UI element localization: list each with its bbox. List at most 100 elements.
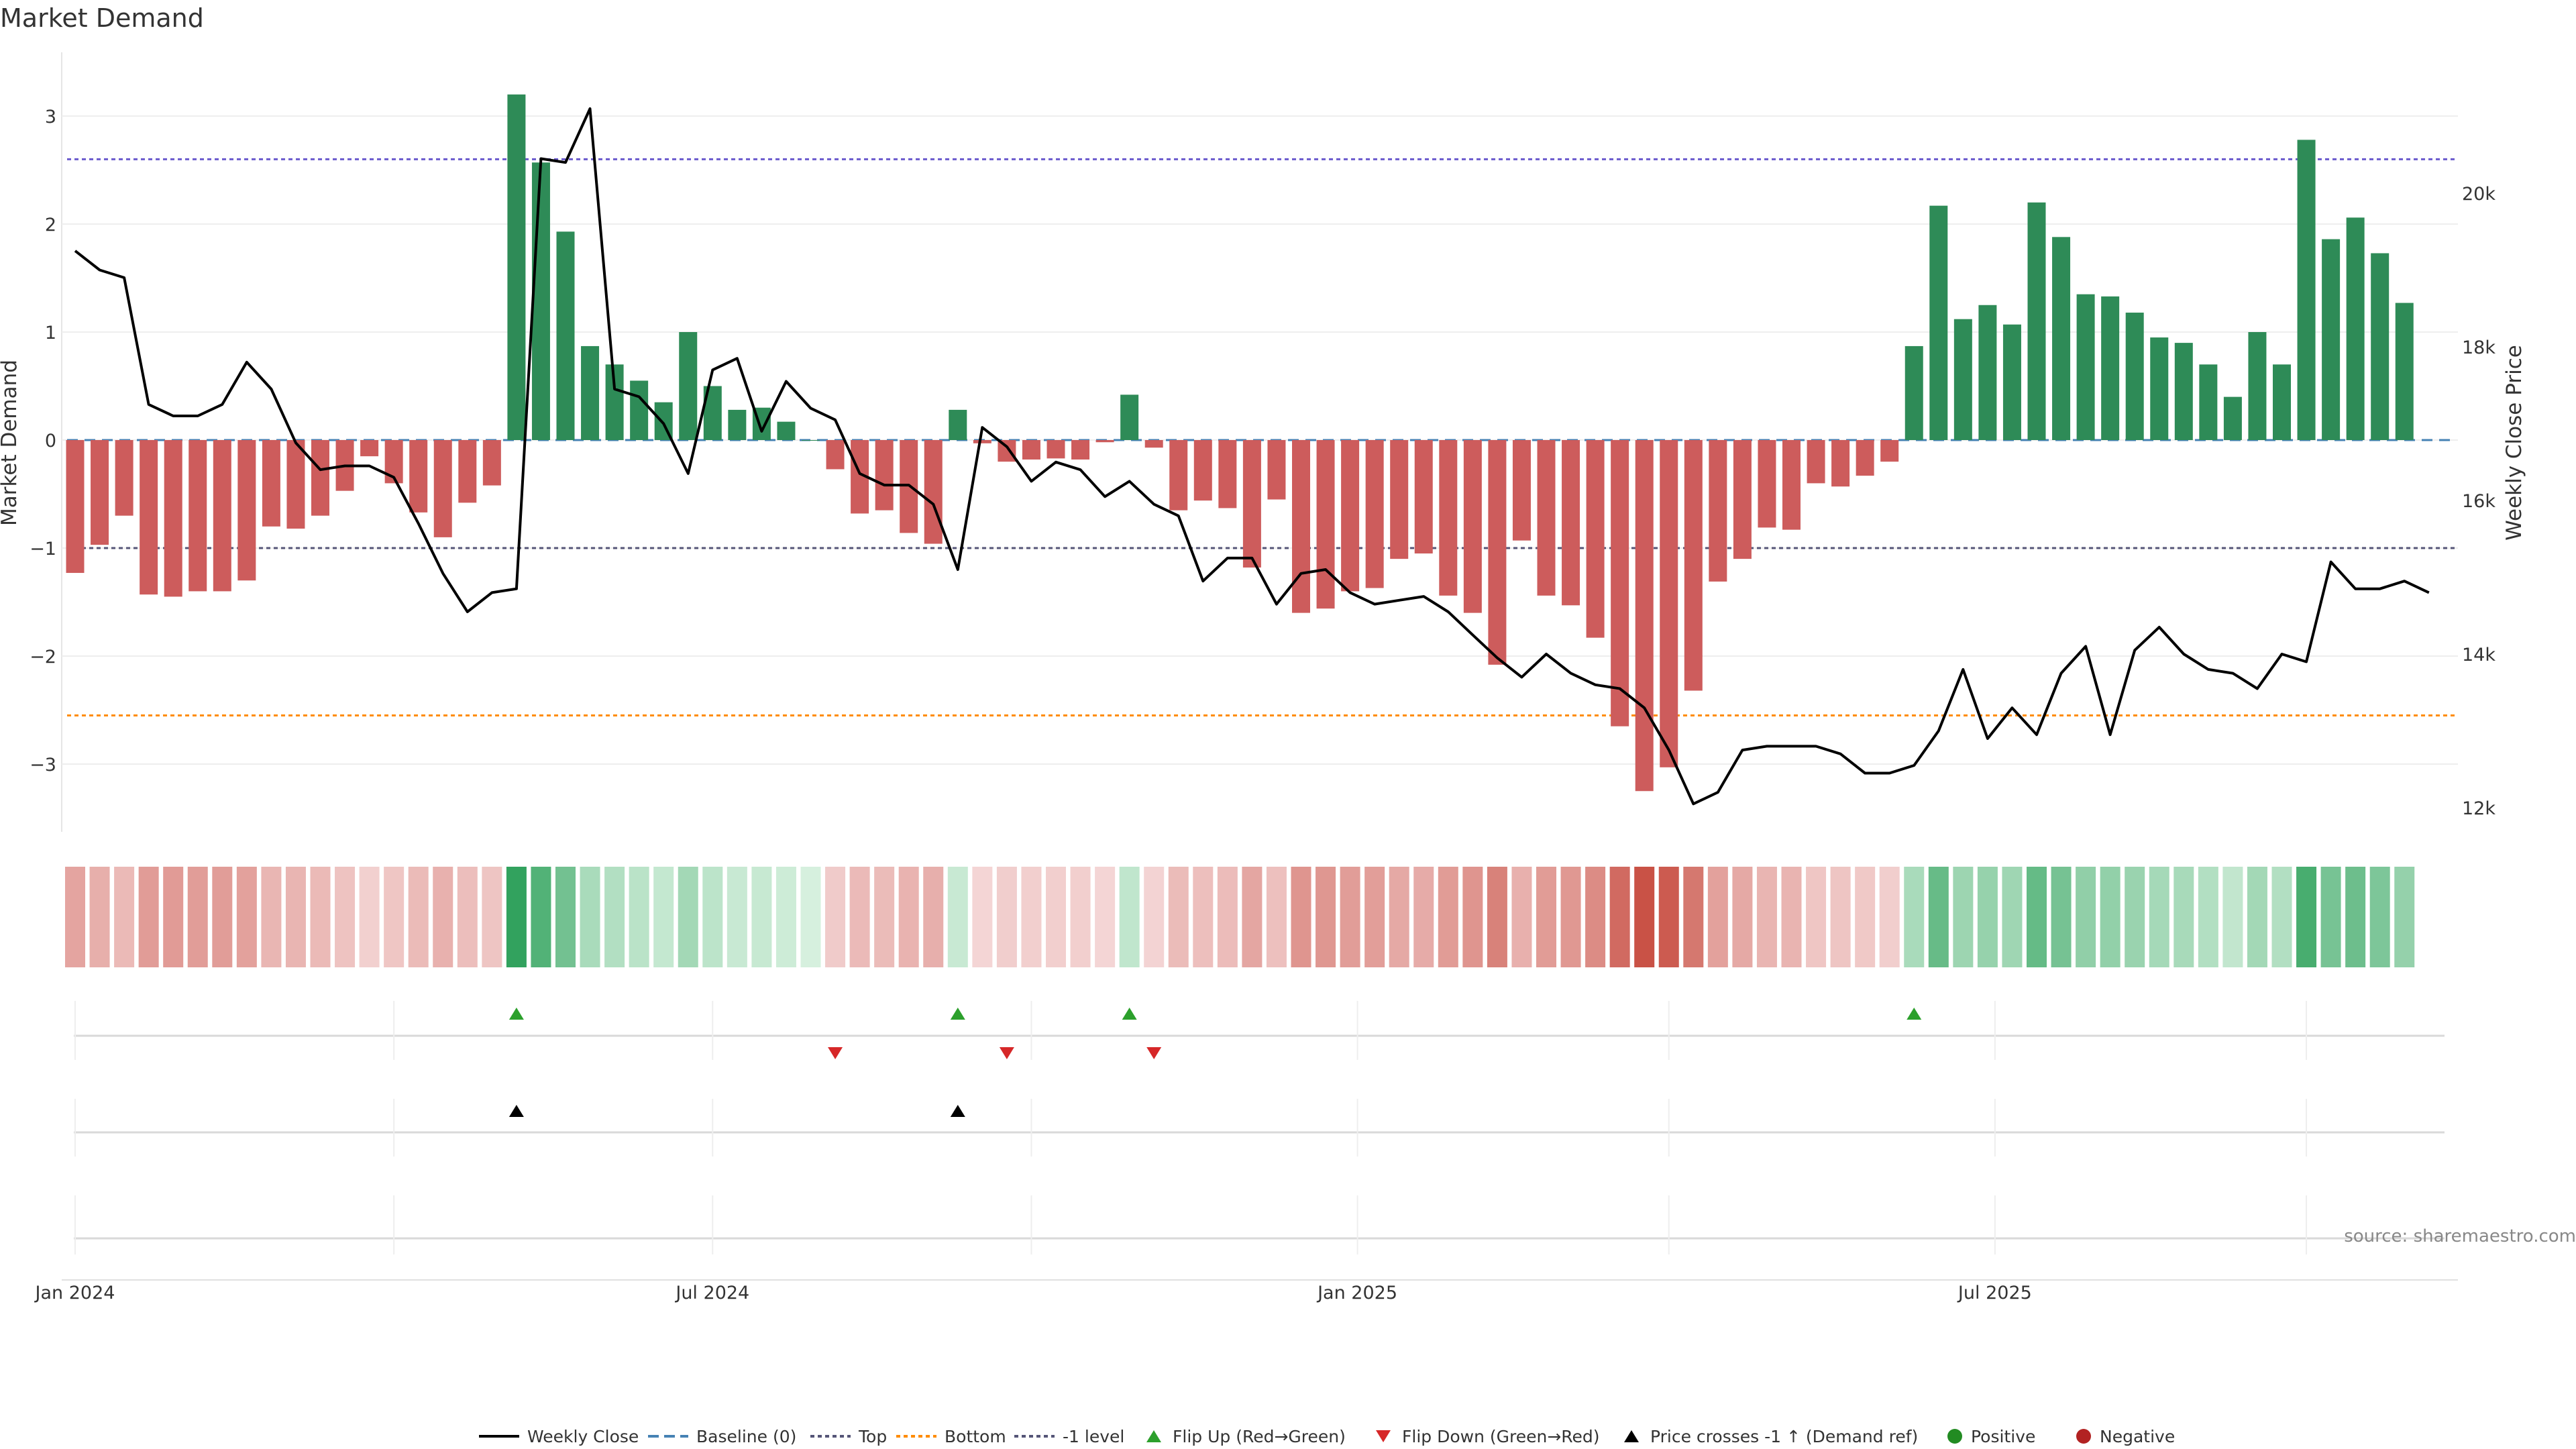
demand-bar	[1193, 440, 1212, 501]
heat-cell	[874, 867, 895, 967]
heat-cell	[1830, 867, 1851, 967]
heat-cell	[1095, 867, 1116, 967]
heat-cell	[1855, 867, 1876, 967]
heat-cell	[702, 867, 723, 967]
heat-cell	[1119, 867, 1140, 967]
demand-bar	[1488, 440, 1507, 665]
demand-bar	[2199, 364, 2218, 440]
heat-cell	[1683, 867, 1704, 967]
heat-cell	[580, 867, 600, 967]
demand-bar	[1365, 440, 1384, 588]
heat-cell	[1021, 867, 1042, 967]
y-tick-label: 2	[45, 215, 56, 235]
heat-cell	[1168, 867, 1189, 967]
heat-cell	[187, 867, 208, 967]
demand-bar	[1242, 440, 1261, 568]
demand-bar	[66, 440, 85, 574]
legend-label: Price crosses -1 ↑ (Demand ref)	[1650, 1427, 1918, 1446]
legend: Weekly Close Baseline (0) Top Bottom -1 leve…	[479, 1427, 2175, 1446]
demand-bar	[409, 440, 428, 513]
heat-cell	[2222, 867, 2243, 967]
demand-bar	[1512, 440, 1531, 541]
demand-bar	[1267, 440, 1286, 500]
demand-bar	[1807, 440, 1825, 484]
heat-cell	[1242, 867, 1263, 967]
demand-bar	[213, 440, 231, 592]
demand-bar	[1316, 440, 1335, 609]
heat-cell	[800, 867, 821, 967]
heat-cell	[2394, 867, 2415, 967]
heat-cell	[1928, 867, 1949, 967]
price-cross-marker	[950, 1105, 965, 1117]
y2-tick-label: 18k	[2462, 337, 2496, 358]
demand-bar	[2395, 303, 2414, 440]
heat-cell	[653, 867, 674, 967]
heat-cell	[1193, 867, 1214, 967]
y-tick-label: 1	[45, 323, 56, 343]
chart-title: Market Demand	[0, 3, 204, 33]
heat-cell	[1707, 867, 1728, 967]
demand-bar	[1684, 440, 1703, 691]
y-tick-label: 0	[45, 431, 56, 451]
demand-bar	[1022, 440, 1040, 460]
empty-panel	[74, 1195, 2445, 1254]
heat-cell	[163, 867, 184, 967]
heat-cell	[2002, 867, 2023, 967]
demand-bar	[826, 440, 845, 470]
flip-up-marker	[1907, 1008, 1922, 1020]
demand-bar	[1390, 440, 1409, 559]
heat-cell	[506, 867, 527, 967]
heat-cell	[604, 867, 625, 967]
demand-bar	[2052, 237, 2071, 440]
demand-bar	[1341, 440, 1360, 592]
heat-cell	[2320, 867, 2341, 967]
heat-cell	[727, 867, 747, 967]
heat-cell	[531, 867, 551, 967]
legend-swatch	[1624, 1430, 1639, 1442]
y2-tick-label: 16k	[2462, 491, 2496, 512]
price-cross-panel	[74, 1099, 2445, 1157]
demand-bar	[1929, 205, 1948, 440]
demand-bar	[2346, 217, 2365, 440]
heat-cell	[335, 867, 356, 967]
heat-cell	[1879, 867, 1900, 967]
demand-bar	[433, 440, 452, 537]
demand-bar	[1758, 440, 1776, 528]
demand-bar	[1782, 440, 1801, 530]
demand-bar	[581, 345, 600, 440]
heat-cell	[775, 867, 796, 967]
x-tick-label: Jan 2024	[34, 1283, 115, 1303]
heat-cell	[2198, 867, 2218, 967]
heat-cell	[996, 867, 1017, 967]
legend-label: Negative	[2100, 1427, 2175, 1446]
heat-cell	[1585, 867, 1606, 967]
source-note: source: sharemaestro.com	[2344, 1226, 2576, 1246]
heat-cell	[310, 867, 331, 967]
heat-cell	[2125, 867, 2145, 967]
heat-cell	[1511, 867, 1532, 967]
heat-cell	[1609, 867, 1630, 967]
heat-cell	[114, 867, 135, 967]
heat-cell	[898, 867, 919, 967]
demand-heat-strip	[65, 867, 2415, 967]
demand-bar	[802, 440, 820, 441]
heat-cell	[212, 867, 233, 967]
y2-axis-title: Weekly Close Price	[2502, 345, 2526, 541]
demand-bar	[2273, 364, 2291, 440]
heat-cell	[2271, 867, 2292, 967]
flip-marker-panel	[74, 1001, 2445, 1060]
demand-bar	[531, 162, 550, 441]
weekly-close-line	[74, 107, 2430, 806]
demand-bar	[1611, 440, 1629, 727]
heat-cell	[1977, 867, 1998, 967]
demand-bar	[630, 380, 649, 440]
demand-bar	[1144, 440, 1163, 448]
demand-bar	[140, 440, 158, 595]
heat-cell	[433, 867, 453, 967]
demand-bar	[91, 440, 109, 545]
demand-bar	[1120, 394, 1139, 440]
heat-cell	[555, 867, 576, 967]
heat-cell	[2027, 867, 2047, 967]
demand-bar	[164, 440, 182, 597]
